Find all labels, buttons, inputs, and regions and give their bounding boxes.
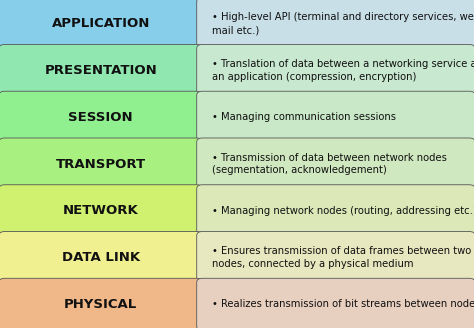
FancyBboxPatch shape xyxy=(197,232,474,283)
Text: SESSION: SESSION xyxy=(68,111,133,124)
FancyBboxPatch shape xyxy=(197,138,474,190)
Text: • Managing network nodes (routing, addressing etc.): • Managing network nodes (routing, addre… xyxy=(212,206,474,216)
FancyBboxPatch shape xyxy=(0,185,202,237)
FancyBboxPatch shape xyxy=(197,185,474,237)
FancyBboxPatch shape xyxy=(0,278,202,328)
FancyBboxPatch shape xyxy=(0,0,202,50)
Text: • Translation of data between a networking service and
an application (compressi: • Translation of data between a networki… xyxy=(212,59,474,82)
Text: APPLICATION: APPLICATION xyxy=(52,17,150,30)
FancyBboxPatch shape xyxy=(0,232,202,283)
Text: DATA LINK: DATA LINK xyxy=(62,251,140,264)
Text: PHYSICAL: PHYSICAL xyxy=(64,298,137,311)
FancyBboxPatch shape xyxy=(0,91,202,143)
FancyBboxPatch shape xyxy=(197,0,474,50)
FancyBboxPatch shape xyxy=(0,138,202,190)
Text: PRESENTATION: PRESENTATION xyxy=(45,64,157,77)
FancyBboxPatch shape xyxy=(197,278,474,328)
Text: • Ensures transmission of data frames between two
nodes, connected by a physical: • Ensures transmission of data frames be… xyxy=(212,246,471,269)
FancyBboxPatch shape xyxy=(0,45,202,96)
Text: NETWORK: NETWORK xyxy=(63,204,138,217)
Text: • Managing communication sessions: • Managing communication sessions xyxy=(212,112,396,122)
Text: • High-level API (terminal and directory services, web, e-
mail etc.): • High-level API (terminal and directory… xyxy=(212,12,474,35)
FancyBboxPatch shape xyxy=(197,91,474,143)
FancyBboxPatch shape xyxy=(197,45,474,96)
Text: • Transmission of data between network nodes
(segmentation, acknowledgement): • Transmission of data between network n… xyxy=(212,153,447,175)
Text: • Realizes transmission of bit streams between nodes: • Realizes transmission of bit streams b… xyxy=(212,299,474,309)
Text: TRANSPORT: TRANSPORT xyxy=(55,157,146,171)
